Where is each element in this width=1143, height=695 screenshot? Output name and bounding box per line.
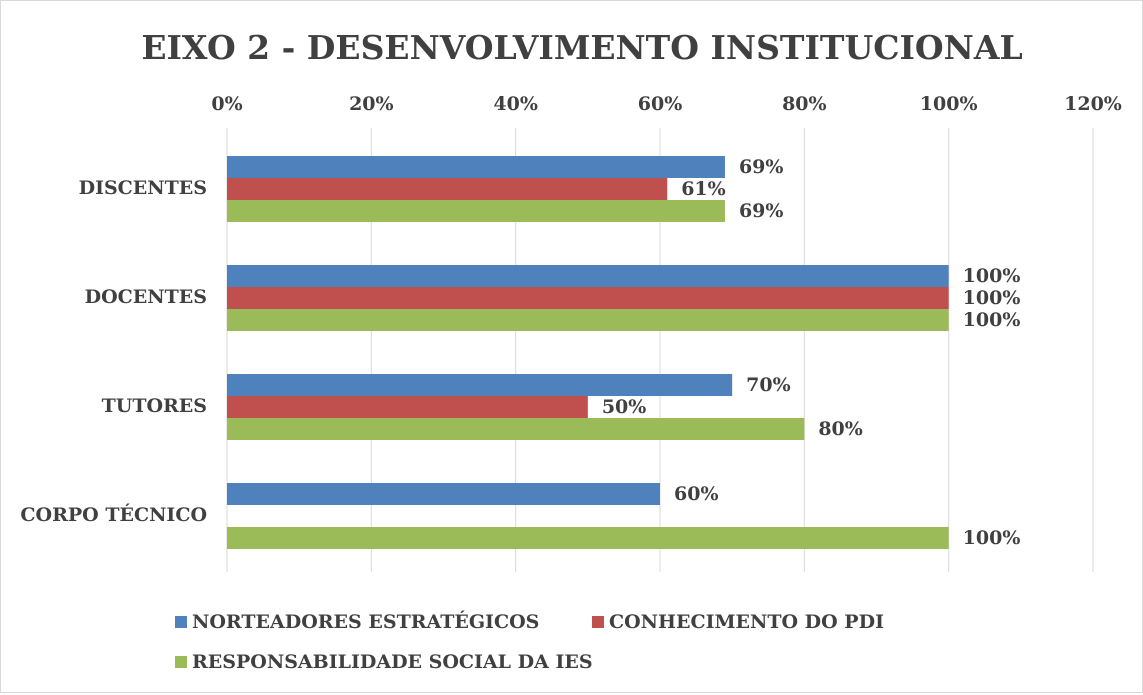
- x-tick-label: 20%: [349, 93, 394, 115]
- legend-swatch: [592, 616, 604, 628]
- bar: [227, 156, 725, 178]
- bar: [227, 396, 588, 418]
- legend-label: RESPONSABILIDADE SOCIAL DA IES: [192, 651, 593, 673]
- data-label: 69%: [739, 156, 784, 178]
- legend-label: CONHECIMENTO DO PDI: [609, 611, 884, 633]
- x-tick-label: 40%: [493, 93, 538, 115]
- legend-swatch: [175, 616, 187, 628]
- data-label: 80%: [818, 418, 863, 440]
- data-label: 100%: [963, 527, 1021, 549]
- bar: [227, 200, 725, 222]
- y-tick-label: DOCENTES: [85, 286, 207, 308]
- x-tick-label: 0%: [211, 93, 242, 115]
- bar: [227, 287, 949, 309]
- x-tick-label: 100%: [920, 93, 978, 115]
- data-label: 70%: [746, 374, 791, 396]
- legend-swatch: [175, 656, 187, 668]
- data-label: 100%: [963, 309, 1021, 331]
- bar: [227, 265, 949, 287]
- y-tick-label: DISCENTES: [79, 177, 207, 199]
- bar: [227, 178, 668, 200]
- bar: [227, 418, 805, 440]
- data-label: 100%: [963, 265, 1021, 287]
- chart-title: EIXO 2 - DESENVOLVIMENTO INSTITUCIONAL: [141, 28, 1022, 67]
- bar: [227, 483, 660, 505]
- x-tick-label: 120%: [1064, 93, 1122, 115]
- x-tick-label: 80%: [782, 93, 827, 115]
- data-label: 69%: [739, 200, 784, 222]
- data-label: 61%: [681, 178, 726, 200]
- y-tick-label: TUTORES: [102, 395, 207, 417]
- data-label: 100%: [963, 287, 1021, 309]
- data-label: 60%: [674, 483, 719, 505]
- x-tick-label: 60%: [638, 93, 683, 115]
- legend-label: NORTEADORES ESTRATÉGICOS: [192, 610, 539, 633]
- bar: [227, 309, 949, 331]
- bar: [227, 374, 733, 396]
- data-label: 50%: [602, 396, 647, 418]
- bar: [227, 527, 949, 549]
- y-tick-label: CORPO TÉCNICO: [20, 503, 207, 526]
